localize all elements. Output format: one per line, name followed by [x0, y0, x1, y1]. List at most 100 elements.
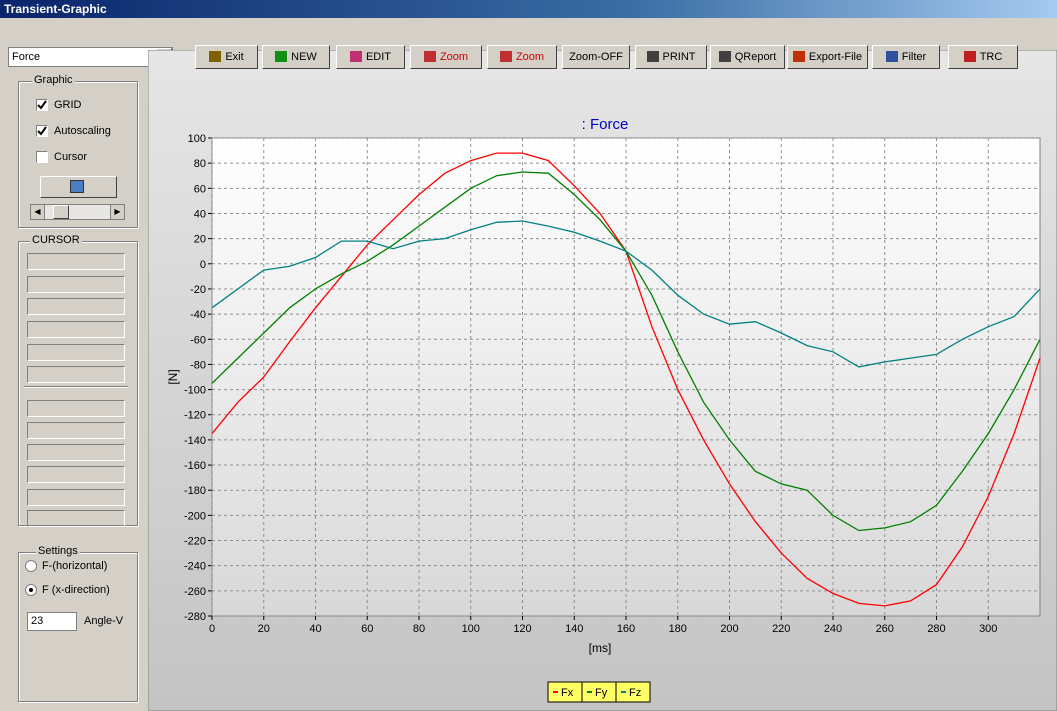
button-icon	[885, 51, 898, 62]
group-title: Settings	[36, 545, 80, 557]
radio[interactable]	[25, 584, 37, 596]
cursor-field	[27, 466, 125, 483]
x-tick-label: 220	[772, 623, 790, 635]
button-label: Exit	[225, 51, 244, 63]
chart: : Force-280-260-240-220-200-180-160-140-…	[148, 50, 1057, 711]
button-label: Zoom-OFF	[569, 51, 623, 63]
cursor-field	[27, 489, 125, 506]
button-icon	[275, 51, 288, 62]
x-tick-label: 240	[824, 623, 842, 635]
graphic-group	[18, 81, 138, 228]
button-label: Zoom	[439, 51, 469, 63]
checkbox-label: GRID	[54, 99, 82, 111]
button-icon	[423, 51, 436, 62]
toolbar-button[interactable]: Export-File	[787, 45, 868, 69]
legend-label: Fz	[629, 687, 641, 699]
y-tick-label: -280	[184, 611, 206, 623]
cursor-field	[27, 253, 125, 270]
x-tick-label: 200	[720, 623, 738, 635]
y-tick-label: -20	[190, 284, 206, 296]
toolbar-button[interactable]: NEW	[262, 45, 330, 69]
cursor-field	[27, 321, 125, 338]
button-label: TRC	[979, 51, 1003, 63]
plot-area	[211, 137, 1041, 617]
checkbox[interactable]	[36, 99, 48, 111]
title-bar: Transient-Graphic	[0, 0, 1057, 18]
legend-box	[547, 681, 651, 703]
cursor-field	[27, 276, 125, 293]
y-tick-label: 0	[200, 259, 206, 271]
toolbar-button[interactable]: Exit	[195, 45, 258, 69]
legend-label: Fy	[595, 687, 608, 699]
cursor-field	[27, 366, 125, 383]
radio[interactable]	[25, 560, 37, 572]
toolbar-button[interactable]: Filter	[872, 45, 940, 69]
y-tick-label: -140	[184, 435, 206, 447]
group-title: CURSOR	[30, 234, 82, 246]
x-tick-label: 260	[876, 623, 894, 635]
angle-input[interactable]: 23	[27, 612, 77, 631]
y-tick-label: 80	[194, 158, 206, 170]
checkbox[interactable]	[36, 125, 48, 137]
button-label: Zoom	[515, 51, 545, 63]
x-tick-label: 60	[361, 623, 373, 635]
toolbar-button[interactable]: EDIT	[336, 45, 405, 69]
button-icon	[209, 51, 222, 62]
x-axis-label: [ms]	[589, 641, 612, 655]
button-label: EDIT	[365, 51, 392, 63]
checkbox[interactable]	[36, 151, 48, 163]
toolbar-button[interactable]: Zoom-OFF	[562, 45, 630, 69]
toolbar-button[interactable]: QReport	[710, 45, 785, 69]
x-tick-label: 120	[513, 623, 531, 635]
graph-button[interactable]	[40, 176, 117, 198]
button-icon	[792, 51, 805, 62]
scrollbar[interactable]: ◀ ▶	[30, 204, 125, 220]
y-tick-label: -40	[190, 309, 206, 321]
button-icon	[499, 51, 512, 62]
checkbox-label: Autoscaling	[54, 125, 111, 137]
x-tick-label: 300	[979, 623, 997, 635]
toolbar-button[interactable]: TRC	[948, 45, 1018, 69]
button-icon	[646, 51, 659, 62]
x-tick-label: 180	[669, 623, 687, 635]
y-axis-label: [N]	[166, 369, 180, 384]
x-tick-label: 100	[462, 623, 480, 635]
frame	[0, 19, 8, 711]
toolbar-button[interactable]: PRINT	[635, 45, 707, 69]
x-tick-label: 80	[413, 623, 425, 635]
y-tick-label: -260	[184, 586, 206, 598]
angle-label: Angle-V	[84, 615, 124, 627]
y-tick-label: -220	[184, 536, 206, 548]
button-icon	[963, 51, 976, 62]
y-tick-label: -100	[184, 385, 206, 397]
y-tick-label: -200	[184, 510, 206, 522]
x-tick-label: 0	[209, 623, 215, 635]
button-label: QReport	[734, 51, 777, 63]
cursor-field	[27, 444, 125, 461]
cursor-field	[27, 510, 125, 527]
legend-label: Fx	[561, 687, 574, 699]
cursor-field	[27, 298, 125, 315]
cursor-field	[27, 344, 125, 361]
cursor-field	[27, 400, 125, 417]
x-tick-label: 140	[565, 623, 583, 635]
button-label: PRINT	[662, 51, 696, 63]
y-tick-label: -60	[190, 334, 206, 346]
y-tick-label: -80	[190, 359, 206, 371]
separator	[24, 386, 128, 388]
x-tick-label: 40	[309, 623, 321, 635]
dropdown-value: Force	[12, 51, 41, 63]
toolbar-button[interactable]: Zoom	[410, 45, 482, 69]
y-tick-label: 100	[188, 133, 206, 145]
chart-title: : Force	[582, 116, 629, 133]
y-tick-label: 20	[194, 234, 206, 246]
checkbox-label: Cursor	[54, 151, 88, 163]
toolbar-button[interactable]: Zoom	[487, 45, 557, 69]
button-icon	[349, 51, 362, 62]
button-label: Filter	[901, 51, 927, 63]
x-tick-label: 280	[927, 623, 945, 635]
y-tick-label: -180	[184, 485, 206, 497]
cursor-field	[27, 422, 125, 439]
y-tick-label: -160	[184, 460, 206, 472]
